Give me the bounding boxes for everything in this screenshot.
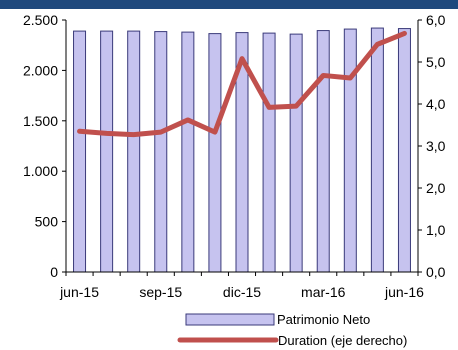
bar-jul-15 [100,30,114,273]
right-tick-label: 3,0 [426,138,446,154]
x-tick-label: jun-16 [384,284,424,300]
duration-point-nov-15 [214,131,216,133]
left-tick-label: 2.500 [23,12,58,28]
bar-jun-16 [397,28,411,273]
chart-axes: 0 500 1.000 1.500 2.000 2.500 0,0 1,0 2,0 3,0 4,0 5… [23,12,446,300]
duration-point-sep-15 [159,131,162,133]
bar-sep-15 [154,31,168,273]
right-tick-label: 4,0 [426,96,446,112]
left-tick-label: 1.000 [23,163,58,179]
x-tick-label: dic-15 [223,284,261,300]
legend-label-patrimonio-neto: Patrimonio Neto [277,312,370,327]
bar-mar-16 [316,30,330,273]
duration-point-mar-16 [322,74,325,77]
bar-ene-16 [262,32,276,273]
x-tick-label: jun-15 [59,284,99,300]
left-tick-label: 0 [50,264,58,280]
legend-swatch-patrimonio-neto [185,313,275,326]
right-tick-label: 2,0 [426,180,446,196]
legend: Patrimonio Neto Duration (eje derecho) [177,312,407,348]
bar-ago-15 [127,30,141,273]
right-tick-label: 0,0 [426,264,446,280]
left-tick-label: 500 [35,214,59,230]
duration-point-oct-15 [187,119,189,121]
right-tick-label: 1,0 [426,222,446,238]
duration-point-ene-16 [268,106,270,109]
line-series-duration [77,30,407,138]
right-tick-label: 6,0 [426,12,446,28]
bar-abr-16 [343,28,357,273]
duration-point-feb-16 [295,105,297,107]
duration-point-may-16 [376,43,379,46]
duration-point-jul-15 [105,132,108,135]
bar-feb-16 [289,33,303,273]
duration-point-abr-16 [349,77,352,79]
bar-oct-15 [181,31,195,273]
left-tick-label: 2.000 [23,62,58,78]
left-tick-label: 1.500 [23,113,58,129]
duration-point-jun-15 [78,130,81,133]
duration-point-ago-15 [132,133,135,136]
legend-label-duration: Duration (eje derecho) [278,333,407,348]
duration-point-jun-16 [403,32,406,35]
right-tick-label: 5,0 [426,54,446,70]
x-tick-label: sep-15 [139,284,182,300]
bar-nov-15 [208,33,222,273]
header-band [0,0,458,9]
bar-series-patrimonio-neto [73,27,411,273]
x-tick-label: mar-16 [301,284,346,300]
duration-point-dic-15 [241,57,243,60]
bar-may-16 [370,27,384,273]
bar-jun-15 [73,30,87,273]
